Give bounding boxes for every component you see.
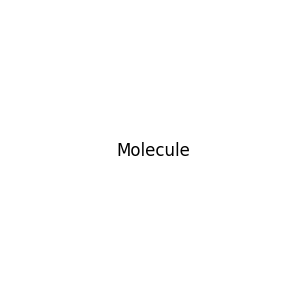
Text: Molecule: Molecule bbox=[117, 142, 191, 160]
